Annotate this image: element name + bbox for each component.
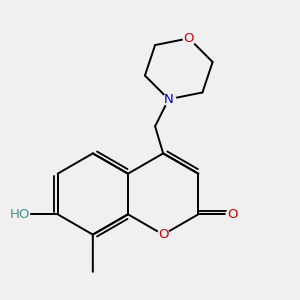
Text: HO: HO bbox=[10, 208, 31, 221]
Text: N: N bbox=[164, 93, 173, 106]
Text: O: O bbox=[184, 32, 194, 45]
Text: O: O bbox=[158, 228, 168, 241]
Text: O: O bbox=[227, 208, 238, 221]
